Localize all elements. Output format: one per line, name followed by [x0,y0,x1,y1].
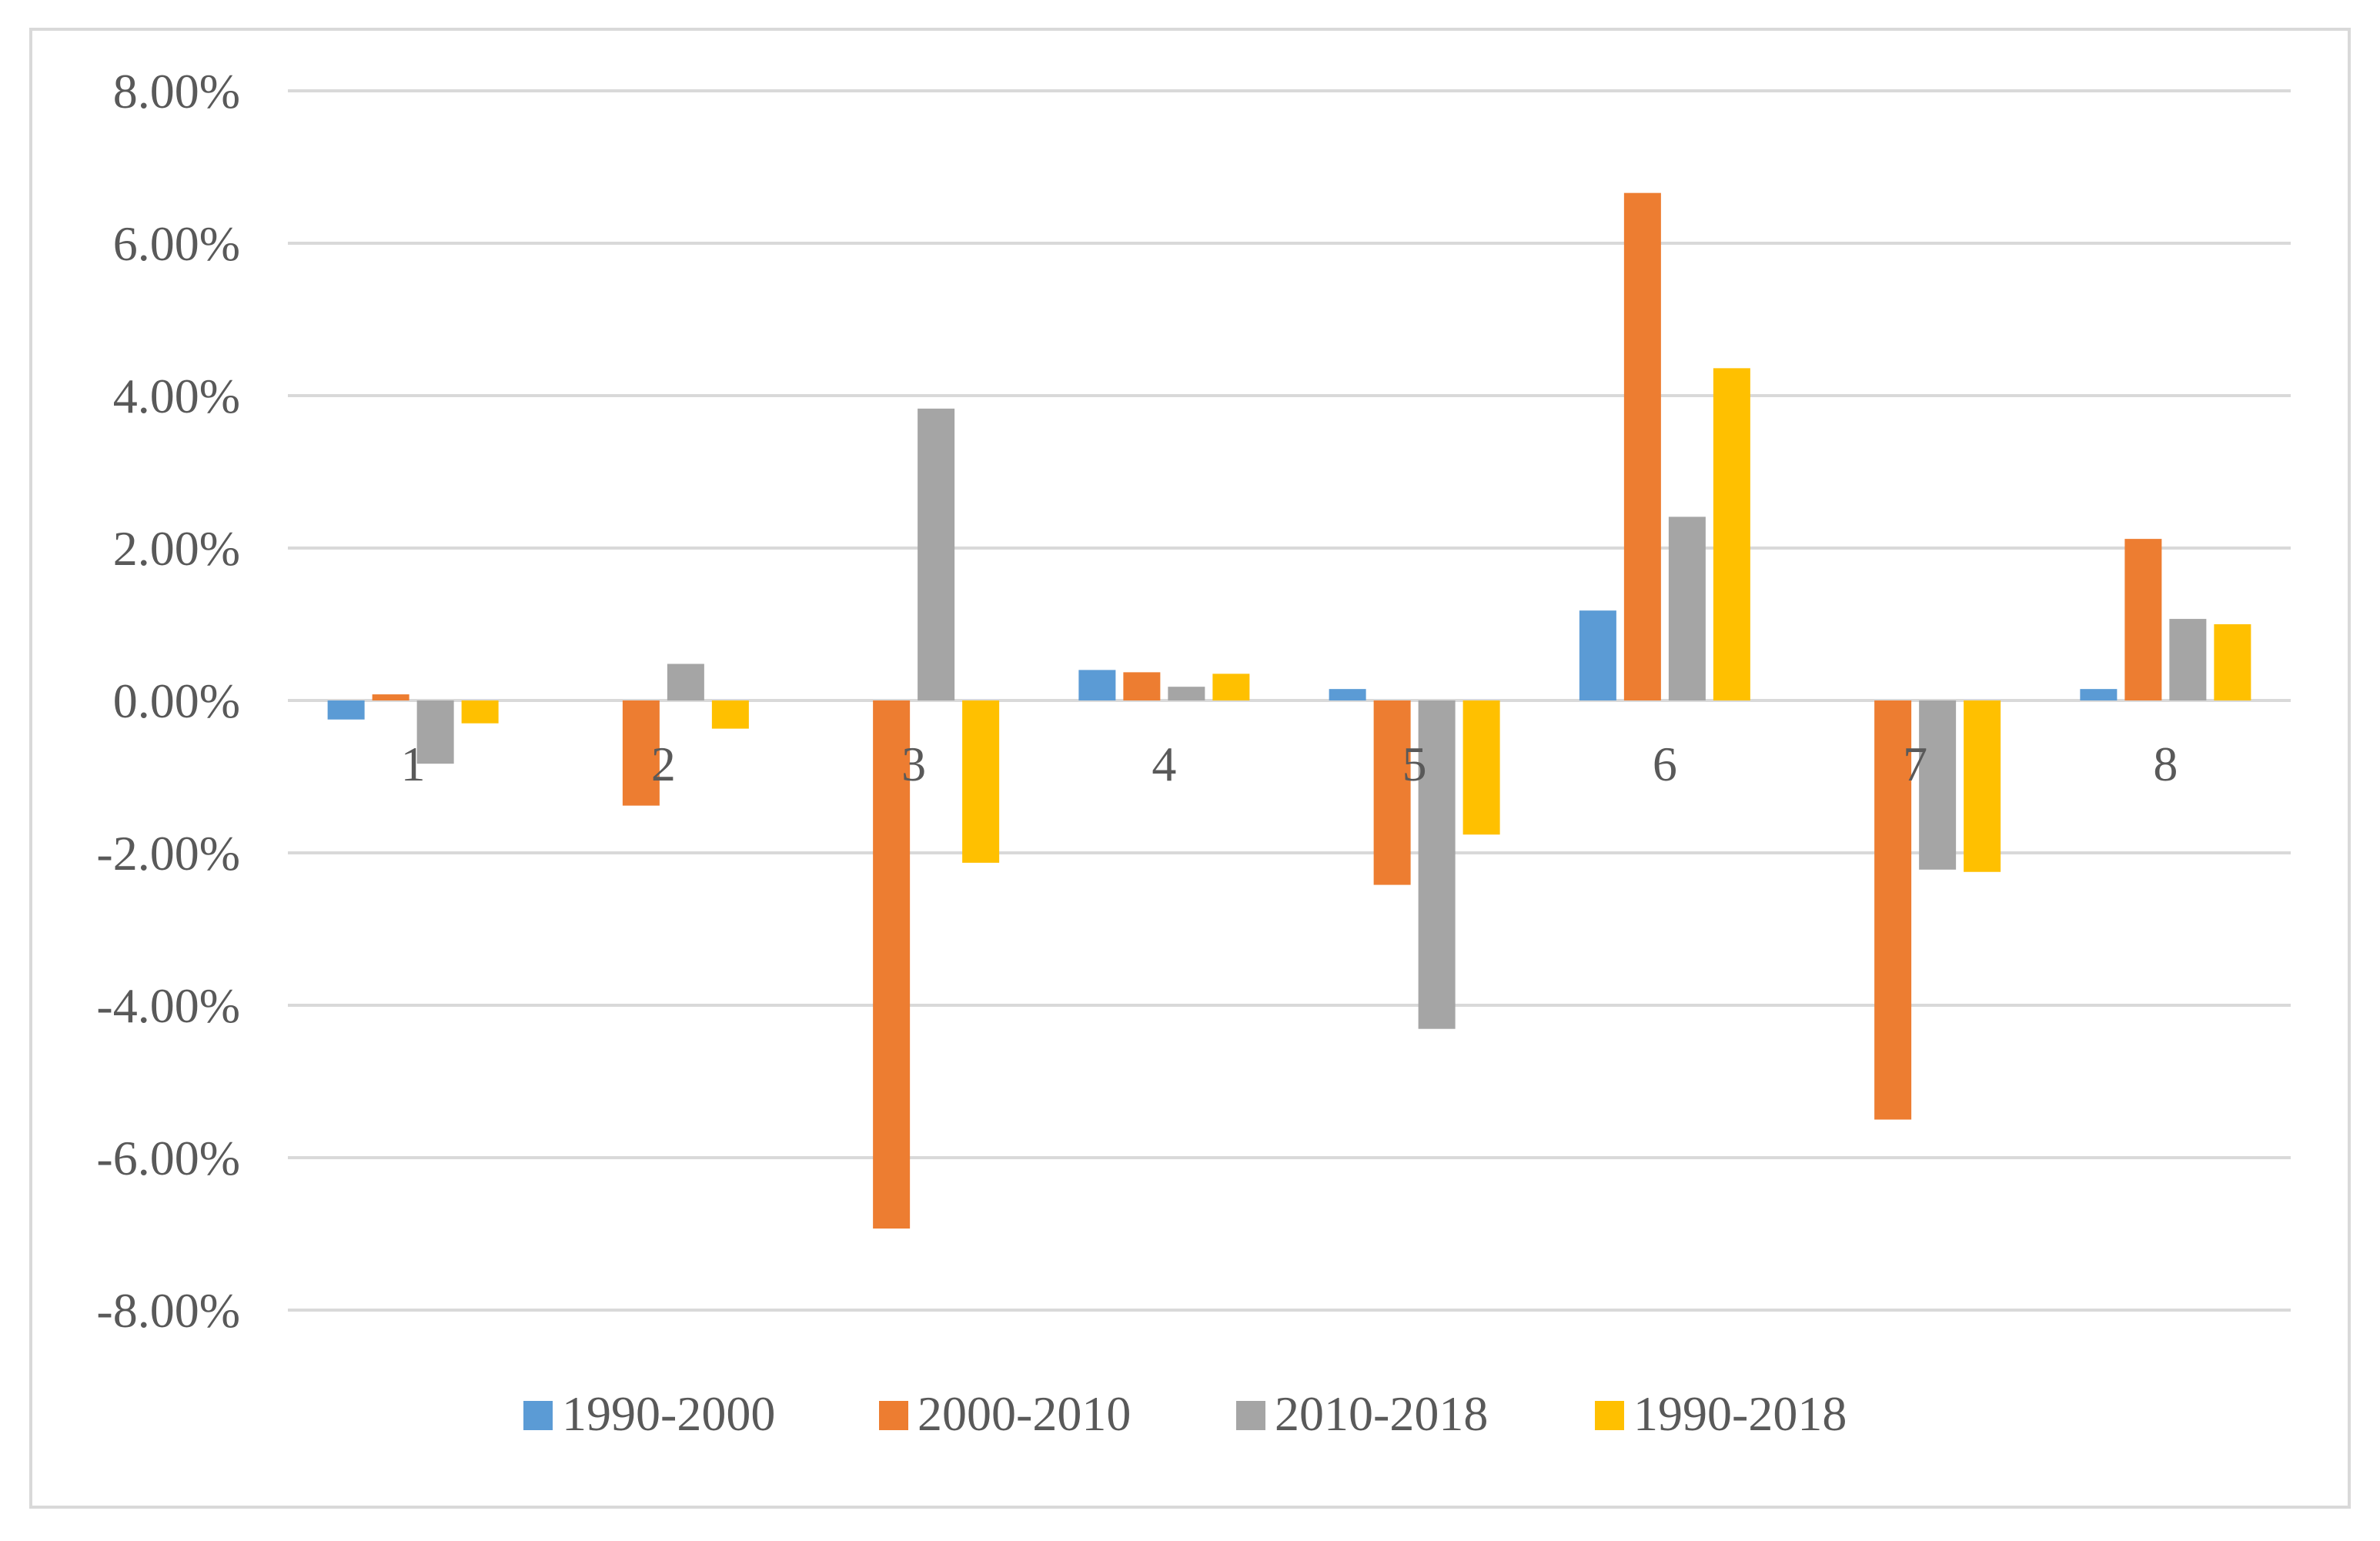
y-tick-label: 6.00% [113,216,240,271]
bar-1990-2000-cat-4 [1078,670,1116,700]
x-tick-label: 8 [2153,737,2178,791]
bar-1990-2018-cat-3 [962,700,1000,863]
gridlines [288,89,2291,1312]
legend-swatch [1236,1401,1265,1430]
y-axis-tick-labels: 8.00% 6.00% 4.00% 2.00% 0.00% -2.00% -4.00% -6.… [96,64,240,1338]
y-tick-label: 8.00% [113,64,240,119]
bar-2010-2018-cat-3 [918,408,955,700]
bar-1990-2000-cat-5 [1329,689,1366,700]
bar-1990-2018-cat-7 [1964,700,2001,872]
bar-2000-2010-cat-2 [622,700,660,806]
legend-label: 2010-2018 [1275,1386,1488,1441]
x-tick-label: 3 [901,737,926,791]
bar-2000-2010-cat-3 [873,700,911,1229]
bar-2000-2010-cat-5 [1373,700,1411,885]
x-tick-label: 5 [1402,737,1427,791]
bar-1990-2018-cat-1 [461,700,499,724]
legend: 1990-2000 2000-2010 2010-2018 1990-2018 [523,1386,1847,1441]
bar-2010-2018-cat-2 [667,664,704,700]
bar-1990-2000-cat-1 [327,700,365,720]
x-tick-label: 1 [401,737,426,791]
x-tick-label: 2 [651,737,676,791]
x-tick-label: 4 [1152,737,1176,791]
y-tick-label: 4.00% [113,369,240,423]
bar-1990-2000-cat-6 [1579,610,1616,700]
y-tick-label: -8.00% [96,1283,240,1338]
bar-1990-2018-cat-8 [2214,624,2251,700]
x-tick-label: 7 [1903,737,1927,791]
bar-2000-2010-cat-4 [1123,672,1161,700]
bar-1990-2018-cat-2 [711,700,749,729]
bar-1990-2000-cat-8 [2080,689,2118,700]
bar-2010-2018-cat-5 [1418,700,1456,1029]
x-axis-tick-labels: 1 2 3 4 5 6 7 8 [401,737,2178,791]
legend-label: 2000-2010 [918,1386,1131,1441]
bar-2010-2018-cat-1 [416,700,454,764]
y-tick-label: -2.00% [96,826,240,881]
legend-swatch [523,1401,553,1430]
bars [327,192,2251,1229]
x-tick-label: 6 [1653,737,1677,791]
y-tick-label: 2.00% [113,521,240,576]
bar-2000-2010-cat-8 [2124,539,2162,700]
bar-1990-2018-cat-5 [1462,700,1500,835]
bar-2010-2018-cat-6 [1668,516,1706,700]
bar-2010-2018-cat-8 [2169,619,2207,700]
legend-label: 1990-2018 [1633,1386,1847,1441]
y-tick-label: -4.00% [96,978,240,1033]
y-tick-label: 0.00% [113,674,240,728]
bar-2000-2010-cat-6 [1623,192,1661,700]
bar-2010-2018-cat-4 [1168,687,1205,700]
bar-1990-2018-cat-4 [1212,674,1250,700]
bar-2000-2010-cat-1 [372,694,409,700]
legend-label: 1990-2000 [562,1386,775,1441]
bar-1990-2018-cat-6 [1713,368,1750,700]
y-tick-label: -6.00% [96,1131,240,1185]
legend-swatch [879,1401,908,1430]
legend-swatch [1595,1401,1624,1430]
bar-2000-2010-cat-7 [1874,700,1912,1120]
bar-2010-2018-cat-7 [1919,700,1957,870]
